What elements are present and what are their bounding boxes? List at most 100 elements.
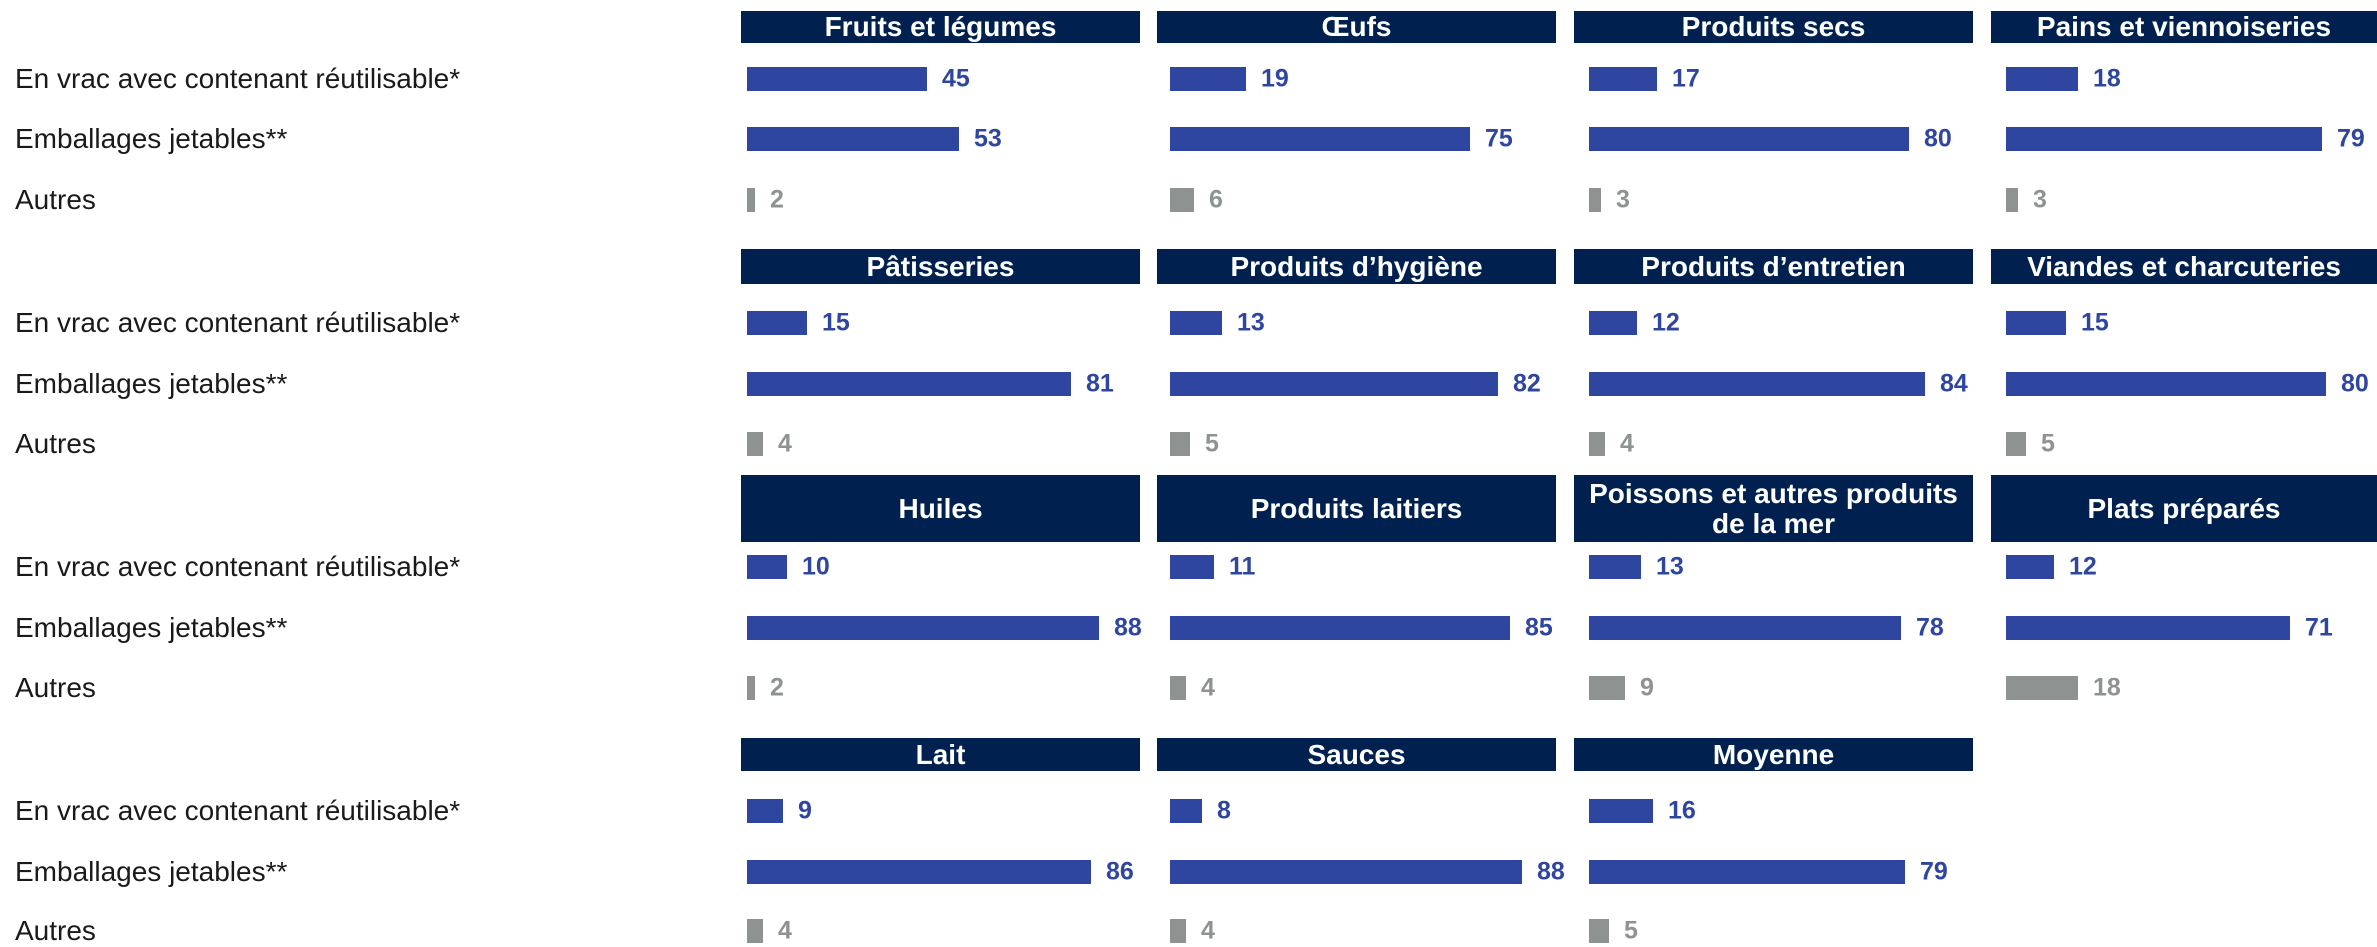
bar bbox=[1589, 372, 1925, 396]
value-label: 79 bbox=[2337, 124, 2365, 153]
value-label: 6 bbox=[1209, 185, 1223, 214]
bar bbox=[2006, 67, 2078, 91]
value-label: 82 bbox=[1513, 369, 1541, 398]
bar bbox=[1589, 188, 1601, 212]
bar bbox=[2006, 311, 2066, 335]
bar bbox=[2006, 616, 2290, 640]
value-label: 18 bbox=[2093, 64, 2121, 93]
value-label: 80 bbox=[2341, 369, 2369, 398]
bar bbox=[1170, 676, 1186, 700]
bar bbox=[1589, 799, 1653, 823]
category-label: En vrac avec contenant réutilisable* bbox=[15, 63, 461, 94]
bar bbox=[1589, 919, 1609, 943]
category-label: En vrac avec contenant réutilisable* bbox=[15, 795, 461, 826]
category-label: En vrac avec contenant réutilisable* bbox=[15, 551, 461, 582]
bar bbox=[747, 555, 787, 579]
bar bbox=[747, 67, 927, 91]
panel-title: Œufs bbox=[1157, 11, 1556, 43]
bar bbox=[1170, 616, 1510, 640]
category-label: Autres bbox=[15, 428, 96, 459]
value-label: 9 bbox=[798, 796, 812, 825]
value-label: 80 bbox=[1924, 124, 1952, 153]
category-label: Emballages jetables** bbox=[15, 612, 288, 643]
bar bbox=[2006, 676, 2078, 700]
bar bbox=[747, 919, 763, 943]
bar bbox=[747, 799, 783, 823]
value-label: 17 bbox=[1672, 64, 1700, 93]
value-label: 15 bbox=[2081, 308, 2109, 337]
bar bbox=[1170, 860, 1522, 884]
panel-title: Fruits et légumes bbox=[741, 11, 1140, 43]
bar bbox=[1589, 676, 1625, 700]
bar bbox=[2006, 432, 2026, 456]
bar bbox=[1170, 432, 1190, 456]
value-label: 5 bbox=[2041, 429, 2055, 458]
value-label: 15 bbox=[822, 308, 850, 337]
bar bbox=[1589, 127, 1909, 151]
bar bbox=[747, 372, 1071, 396]
value-label: 4 bbox=[1201, 673, 1215, 702]
bar bbox=[1170, 188, 1194, 212]
panel-title: Sauces bbox=[1157, 738, 1556, 771]
value-label: 19 bbox=[1261, 64, 1289, 93]
panel-title: Poissons et autres produits de la mer bbox=[1574, 475, 1973, 542]
category-label: Autres bbox=[15, 672, 96, 703]
bar bbox=[1170, 919, 1186, 943]
value-label: 13 bbox=[1656, 552, 1684, 581]
bar bbox=[1170, 555, 1214, 579]
panel-title: Lait bbox=[741, 738, 1140, 771]
bar bbox=[747, 432, 763, 456]
bar bbox=[1589, 616, 1901, 640]
value-label: 11 bbox=[1229, 552, 1256, 581]
value-label: 4 bbox=[778, 916, 792, 945]
panel-title: Produits secs bbox=[1574, 11, 1973, 43]
bar bbox=[747, 676, 755, 700]
value-label: 79 bbox=[1920, 857, 1948, 886]
panel-title: Pâtisseries bbox=[741, 249, 1140, 284]
bar bbox=[1170, 799, 1202, 823]
value-label: 18 bbox=[2093, 673, 2121, 702]
value-label: 53 bbox=[974, 124, 1002, 153]
value-label: 81 bbox=[1086, 369, 1114, 398]
value-label: 88 bbox=[1537, 857, 1565, 886]
bar bbox=[2006, 127, 2322, 151]
value-label: 2 bbox=[770, 185, 784, 214]
value-label: 5 bbox=[1205, 429, 1219, 458]
bar bbox=[1589, 860, 1905, 884]
value-label: 78 bbox=[1916, 613, 1944, 642]
value-label: 86 bbox=[1106, 857, 1134, 886]
category-label: En vrac avec contenant réutilisable* bbox=[15, 307, 461, 338]
category-label: Autres bbox=[15, 915, 96, 946]
value-label: 16 bbox=[1668, 796, 1696, 825]
bar bbox=[1170, 311, 1222, 335]
bar bbox=[1589, 311, 1637, 335]
panel-title: Plats préparés bbox=[1991, 475, 2377, 542]
value-label: 10 bbox=[802, 552, 830, 581]
bar bbox=[2006, 188, 2018, 212]
bar bbox=[747, 616, 1099, 640]
panel-title: Produits laitiers bbox=[1157, 475, 1556, 542]
bar bbox=[1170, 372, 1498, 396]
value-label: 71 bbox=[2305, 613, 2333, 642]
bar bbox=[747, 311, 807, 335]
value-label: 12 bbox=[2069, 552, 2097, 581]
panel-title: Pains et viennoiseries bbox=[1991, 11, 2377, 43]
bar bbox=[1589, 432, 1605, 456]
value-label: 84 bbox=[1940, 369, 1968, 398]
value-label: 12 bbox=[1652, 308, 1680, 337]
category-label: Emballages jetables** bbox=[15, 856, 288, 887]
bar bbox=[1170, 127, 1470, 151]
value-label: 75 bbox=[1485, 124, 1513, 153]
value-label: 5 bbox=[1624, 916, 1638, 945]
panel-title: Viandes et charcuteries bbox=[1991, 249, 2377, 284]
bar bbox=[747, 860, 1091, 884]
value-label: 3 bbox=[2033, 185, 2047, 214]
panel-title: Huiles bbox=[741, 475, 1140, 542]
value-label: 45 bbox=[942, 64, 970, 93]
bar bbox=[1170, 67, 1246, 91]
panel-title: Produits d’entretien bbox=[1574, 249, 1973, 284]
bar bbox=[747, 127, 959, 151]
value-label: 3 bbox=[1616, 185, 1630, 214]
value-label: 4 bbox=[1201, 916, 1215, 945]
